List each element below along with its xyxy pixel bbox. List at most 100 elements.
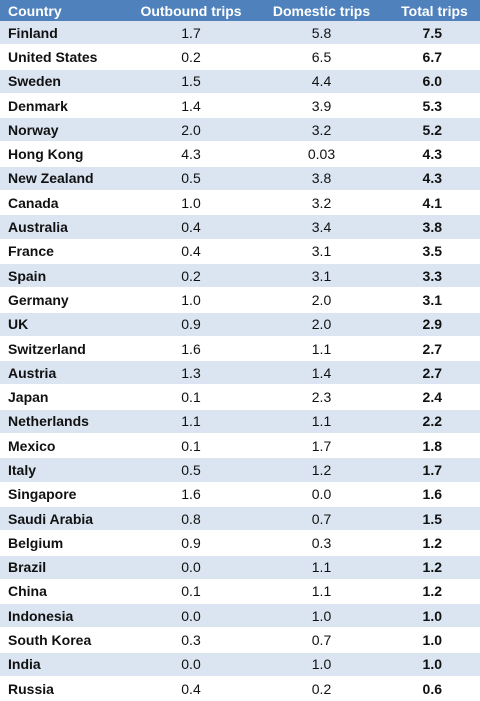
country-cell: Switzerland: [0, 336, 128, 362]
country-cell: Finland: [0, 21, 128, 46]
total-trips-cell: 1.8: [389, 433, 480, 459]
domestic-trips-cell: 1.1: [254, 555, 389, 580]
table-row: Indonesia 0.0 1.0 1.0: [0, 603, 480, 629]
country-cell: Netherlands: [0, 409, 128, 435]
total-trips-cell: 4.1: [389, 190, 480, 216]
total-trips-cell: 0.6: [389, 676, 480, 701]
table-row: Sweden 1.5 4.4 6.0: [0, 69, 480, 94]
domestic-trips-cell: 3.9: [254, 93, 389, 119]
domestic-trips-cell: 3.1: [254, 239, 389, 264]
total-trips-cell: 1.7: [389, 457, 480, 483]
country-cell: Russia: [0, 676, 128, 701]
outbound-trips-cell: 1.1: [128, 409, 254, 435]
outbound-trips-cell: 0.2: [128, 263, 254, 289]
table-row: France 0.4 3.1 3.5: [0, 239, 480, 264]
total-trips-cell: 2.7: [389, 360, 480, 386]
total-trips-cell: 5.2: [389, 117, 480, 143]
header-outbound-trips: Outbound trips: [128, 0, 254, 21]
header-total-trips: Total trips: [389, 0, 480, 21]
outbound-trips-cell: 0.3: [128, 627, 254, 653]
outbound-trips-cell: 0.5: [128, 457, 254, 483]
domestic-trips-cell: 2.0: [254, 287, 389, 313]
table-row: Italy 0.5 1.2 1.7: [0, 457, 480, 483]
total-trips-cell: 3.5: [389, 239, 480, 264]
header-country: Country: [0, 0, 128, 21]
country-cell: United States: [0, 44, 128, 70]
outbound-trips-cell: 0.1: [128, 433, 254, 459]
domestic-trips-cell: 3.1: [254, 263, 389, 289]
total-trips-cell: 6.0: [389, 69, 480, 94]
outbound-trips-cell: 0.4: [128, 214, 254, 240]
table-row: New Zealand 0.5 3.8 4.3: [0, 166, 480, 192]
country-cell: UK: [0, 312, 128, 337]
table-row: Australia 0.4 3.4 3.8: [0, 214, 480, 240]
outbound-trips-cell: 0.4: [128, 676, 254, 701]
table-row: Norway 2.0 3.2 5.2: [0, 117, 480, 143]
outbound-trips-cell: 1.0: [128, 190, 254, 216]
domestic-trips-cell: 3.8: [254, 166, 389, 192]
total-trips-cell: 2.9: [389, 312, 480, 337]
outbound-trips-cell: 1.4: [128, 93, 254, 119]
country-cell: Brazil: [0, 555, 128, 580]
table-row: UK 0.9 2.0 2.9: [0, 312, 480, 337]
country-cell: Norway: [0, 117, 128, 143]
table-row: Russia 0.4 0.2 0.6: [0, 676, 480, 701]
domestic-trips-cell: 1.7: [254, 433, 389, 459]
total-trips-cell: 6.7: [389, 44, 480, 70]
total-trips-cell: 1.0: [389, 627, 480, 653]
domestic-trips-cell: 1.0: [254, 603, 389, 629]
domestic-trips-cell: 5.8: [254, 21, 389, 46]
outbound-trips-cell: 2.0: [128, 117, 254, 143]
outbound-trips-cell: 0.5: [128, 166, 254, 192]
total-trips-cell: 1.5: [389, 506, 480, 532]
total-trips-cell: 3.8: [389, 214, 480, 240]
outbound-trips-cell: 0.4: [128, 239, 254, 264]
outbound-trips-cell: 4.3: [128, 141, 254, 167]
table-row: Singapore 1.6 0.0 1.6: [0, 482, 480, 507]
domestic-trips-cell: 1.2: [254, 457, 389, 483]
outbound-trips-cell: 0.0: [128, 603, 254, 629]
outbound-trips-cell: 0.2: [128, 44, 254, 70]
country-cell: China: [0, 579, 128, 605]
domestic-trips-cell: 6.5: [254, 44, 389, 70]
country-cell: Denmark: [0, 93, 128, 119]
domestic-trips-cell: 1.1: [254, 579, 389, 605]
domestic-trips-cell: 4.4: [254, 69, 389, 94]
outbound-trips-cell: 1.5: [128, 69, 254, 94]
total-trips-cell: 1.2: [389, 555, 480, 580]
table-header: Country Outbound trips Domestic trips To…: [0, 0, 480, 21]
country-cell: Belgium: [0, 530, 128, 556]
domestic-trips-cell: 0.3: [254, 530, 389, 556]
table-row: Switzerland 1.6 1.1 2.7: [0, 336, 480, 362]
domestic-trips-cell: 1.1: [254, 409, 389, 435]
total-trips-cell: 7.5: [389, 21, 480, 46]
outbound-trips-cell: 1.6: [128, 482, 254, 507]
total-trips-cell: 4.3: [389, 141, 480, 167]
domestic-trips-cell: 1.1: [254, 336, 389, 362]
domestic-trips-cell: 2.3: [254, 384, 389, 410]
total-trips-cell: 1.2: [389, 579, 480, 605]
header-domestic-trips: Domestic trips: [254, 0, 389, 21]
country-cell: Austria: [0, 360, 128, 386]
total-trips-cell: 3.3: [389, 263, 480, 289]
total-trips-cell: 1.6: [389, 482, 480, 507]
total-trips-cell: 5.3: [389, 93, 480, 119]
domestic-trips-cell: 2.0: [254, 312, 389, 337]
header-row: Country Outbound trips Domestic trips To…: [0, 0, 480, 21]
outbound-trips-cell: 1.0: [128, 287, 254, 313]
table-row: South Korea 0.3 0.7 1.0: [0, 627, 480, 653]
outbound-trips-cell: 1.3: [128, 360, 254, 386]
outbound-trips-cell: 0.8: [128, 506, 254, 532]
table-row: Hong Kong 4.3 0.03 4.3: [0, 141, 480, 167]
total-trips-cell: 4.3: [389, 166, 480, 192]
country-cell: Italy: [0, 457, 128, 483]
table-row: Denmark 1.4 3.9 5.3: [0, 93, 480, 119]
outbound-trips-cell: 0.9: [128, 312, 254, 337]
total-trips-cell: 1.2: [389, 530, 480, 556]
domestic-trips-cell: 0.7: [254, 506, 389, 532]
domestic-trips-cell: 1.4: [254, 360, 389, 386]
country-cell: Sweden: [0, 69, 128, 94]
table-row: Saudi Arabia 0.8 0.7 1.5: [0, 506, 480, 532]
outbound-trips-cell: 0.1: [128, 384, 254, 410]
table-row: China 0.1 1.1 1.2: [0, 579, 480, 605]
